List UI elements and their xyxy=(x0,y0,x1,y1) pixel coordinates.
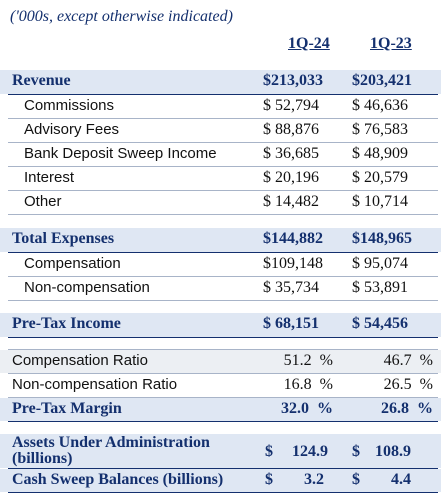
table-row: Advisory Fees $ 88,876 $ 76,583 xyxy=(0,119,441,142)
table-row: Bank Deposit Sweep Income $ 36,685 $ 48,… xyxy=(0,143,441,166)
ratio-value-1q24: 16.8 % xyxy=(283,376,333,393)
cash-sweep-currency-1q23: $ xyxy=(352,471,360,488)
pretax-margin-value-1q23: 26.8 % xyxy=(381,400,433,417)
table-row: Interest $ 20,196 $ 20,579 xyxy=(0,167,441,190)
row-label: Commissions xyxy=(24,97,115,114)
revenue-row: Revenue $213,033 $203,421 xyxy=(0,70,441,94)
revenue-value-1q24: $213,033 xyxy=(263,72,323,89)
cash-sweep-currency-1q24: $ xyxy=(265,471,273,488)
ratio-label: Compensation Ratio xyxy=(12,352,148,369)
row-value-1q24: $109,148 xyxy=(263,255,323,272)
pretax-income-label: Pre-Tax Income xyxy=(12,315,121,332)
row-value-1q24: $ 14,482 xyxy=(263,193,319,210)
total-expenses-label: Total Expenses xyxy=(12,230,115,247)
cash-sweep-row: Cash Sweep Balances (billions) $ 3.2 $ 4… xyxy=(0,469,441,492)
ratio-row: Non-compensation Ratio 16.8 % 26.5 % xyxy=(0,374,441,397)
row-label: Other xyxy=(24,193,62,210)
row-value-1q23: $ 76,583 xyxy=(352,121,408,138)
cash-sweep-value-1q24: 3.2 xyxy=(304,471,324,488)
ratio-label: Non-compensation Ratio xyxy=(12,376,178,393)
column-header-1q24: 1Q-24 xyxy=(288,35,330,52)
table-row: Other $ 14,482 $ 10,714 xyxy=(0,191,441,214)
aua-row: Assets Under Administration (billions) $… xyxy=(0,434,441,468)
total-expenses-value-1q23: $148,965 xyxy=(352,230,412,247)
row-value-1q23: $ 95,074 xyxy=(352,255,408,272)
units-note: ('000s, except otherwise indicated) xyxy=(10,8,233,25)
row-label: Advisory Fees xyxy=(24,121,120,138)
total-expenses-row: Total Expenses $144,882 $148,965 xyxy=(0,228,441,252)
aua-value-1q23: 108.9 xyxy=(375,443,411,460)
row-value-1q23: $ 10,714 xyxy=(352,193,408,210)
pretax-margin-label: Pre-Tax Margin xyxy=(12,400,122,417)
aua-currency-1q23: $ xyxy=(352,443,360,460)
row-label: Bank Deposit Sweep Income xyxy=(24,145,217,162)
row-value-1q24: $ 35,734 xyxy=(263,279,319,296)
row-value-1q24: $ 20,196 xyxy=(263,169,319,186)
cash-sweep-value-1q23: 4.4 xyxy=(391,471,411,488)
aua-value-1q24: 124.9 xyxy=(292,443,328,460)
table-row: Compensation $109,148 $ 95,074 xyxy=(0,253,441,276)
cash-sweep-label: Cash Sweep Balances (billions) xyxy=(12,471,224,488)
row-value-1q24: $ 36,685 xyxy=(263,145,319,162)
pretax-income-row: Pre-Tax Income $ 68,151 $ 54,456 xyxy=(0,313,441,337)
aua-label: Assets Under Administration (billions) xyxy=(12,434,210,467)
pretax-income-value-1q24: $ 68,151 xyxy=(263,315,319,332)
ratio-value-1q23: 46.7 % xyxy=(383,352,433,369)
table-row: Commissions $ 52,794 $ 46,636 xyxy=(0,95,441,118)
column-header-1q23: 1Q-23 xyxy=(370,35,412,52)
table-row: Non-compensation $ 35,734 $ 53,891 xyxy=(0,277,441,300)
row-value-1q24: $ 52,794 xyxy=(263,97,319,114)
row-value-1q23: $ 46,636 xyxy=(352,97,408,114)
ratio-value-1q23: 26.5 % xyxy=(383,376,433,393)
ratio-value-1q24: 51.2 % xyxy=(283,352,333,369)
revenue-value-1q23: $203,421 xyxy=(352,72,412,89)
total-expenses-value-1q24: $144,882 xyxy=(263,230,323,247)
row-label: Compensation xyxy=(24,255,121,272)
ratio-row: Compensation Ratio 51.2 % 46.7 % xyxy=(0,350,441,373)
pretax-income-value-1q23: $ 54,456 xyxy=(352,315,408,332)
row-label: Interest xyxy=(24,169,75,186)
pretax-margin-value-1q24: 32.0 % xyxy=(281,400,333,417)
aua-currency-1q24: $ xyxy=(265,443,273,460)
row-value-1q23: $ 53,891 xyxy=(352,279,408,296)
row-value-1q24: $ 88,876 xyxy=(263,121,319,138)
row-value-1q23: $ 48,909 xyxy=(352,145,408,162)
row-value-1q23: $ 20,579 xyxy=(352,169,408,186)
revenue-label: Revenue xyxy=(12,72,71,89)
pretax-margin-row: Pre-Tax Margin 32.0 % 26.8 % xyxy=(0,398,441,421)
row-label: Non-compensation xyxy=(24,279,150,296)
